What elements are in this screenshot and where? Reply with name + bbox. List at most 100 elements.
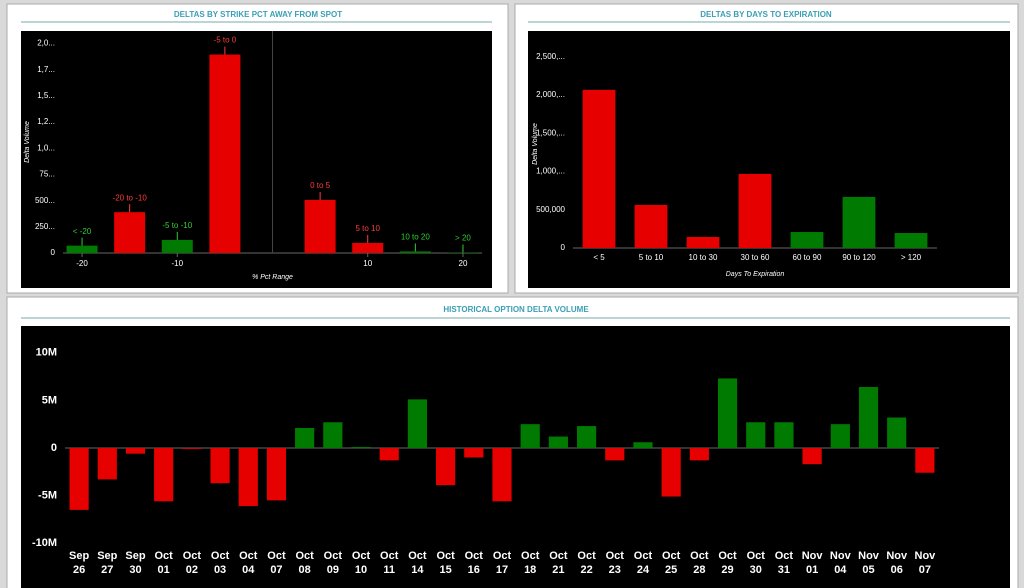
bar-label: -20 to -10 — [113, 193, 148, 202]
x-axis-title: % Pct Range — [252, 274, 293, 281]
bar — [464, 447, 484, 458]
y-tick-label: -5M — [38, 490, 57, 502]
x-tick-label: Nov 01 — [801, 550, 823, 576]
x-tick-label: 20 — [459, 259, 468, 268]
bar — [887, 417, 907, 448]
bar — [295, 427, 315, 448]
x-tick-label: 30 to 60 — [741, 253, 770, 262]
bar-label: -5 to 0 — [214, 36, 237, 45]
x-tick-label: Oct 08 — [295, 550, 314, 576]
bar — [304, 199, 336, 253]
y-tick-label: 0 — [51, 442, 57, 454]
bar — [746, 422, 766, 448]
x-tick-label: Oct 22 — [577, 550, 596, 576]
x-axis-title: Days To Expiration — [726, 271, 785, 278]
x-tick-label: Nov 06 — [886, 550, 908, 576]
y-tick-label: 250... — [35, 222, 55, 231]
x-tick-label: 10 to 30 — [689, 253, 718, 262]
x-tick-label: Nov 05 — [858, 550, 879, 576]
y-tick-label: 5M — [42, 394, 57, 406]
bar-label: < -20 — [73, 227, 92, 236]
y-axis-title: Delta Volume — [24, 121, 31, 163]
y-tick-label: 10M — [36, 347, 57, 359]
x-tick-label: Oct 03 — [210, 550, 230, 576]
bar — [125, 447, 146, 454]
bar-label: 5 to 10 — [355, 224, 380, 233]
bar — [114, 212, 146, 253]
y-axis-title: Delta Volume — [532, 123, 539, 165]
bar — [689, 447, 709, 461]
y-tick-label: 1,500,... — [536, 128, 565, 137]
x-tick-label: Sep 30 — [125, 550, 146, 576]
y-tick-label: 1,000,... — [536, 167, 565, 176]
x-tick-label: 60 to 90 — [793, 253, 822, 262]
x-tick-label: Sep 26 — [69, 550, 90, 576]
x-tick-label: Oct 10 — [351, 550, 371, 576]
x-tick-label: Oct 21 — [549, 550, 568, 576]
y-tick-label: 0 — [51, 248, 56, 257]
panel-title: DELTAS BY DAYS TO EXPIRATION — [700, 10, 832, 19]
y-tick-label: 2,000,... — [536, 90, 565, 99]
plot-area — [21, 326, 1010, 588]
x-tick-label: Oct 25 — [661, 550, 681, 576]
bar — [548, 436, 568, 448]
bar — [266, 447, 287, 501]
x-tick-label: Oct 31 — [774, 550, 794, 576]
x-tick-label: 5 to 10 — [639, 253, 664, 262]
bar — [802, 447, 822, 465]
x-tick-label: Oct 16 — [464, 550, 483, 576]
y-tick-label: 2,500,... — [536, 52, 565, 61]
panel-title: DELTAS BY STRIKE PCT AWAY FROM SPOT — [174, 10, 342, 19]
x-tick-label: Oct 30 — [746, 550, 765, 576]
x-tick-label: Oct 29 — [718, 550, 737, 576]
bar — [436, 447, 456, 486]
x-tick-label: Oct 04 — [239, 550, 258, 576]
y-tick-label: 500,000 — [536, 205, 565, 214]
bar — [915, 447, 935, 473]
bar — [582, 89, 616, 248]
bar — [69, 447, 89, 510]
x-tick-label: Oct 01 — [154, 550, 173, 576]
bar — [209, 54, 241, 253]
x-tick-label: 90 to 120 — [842, 253, 876, 262]
x-tick-label: < 5 — [593, 253, 605, 262]
x-tick-label: Oct 23 — [605, 550, 624, 576]
bar — [97, 447, 117, 480]
bar — [379, 447, 399, 461]
bar — [774, 422, 794, 448]
x-tick-label: Oct 02 — [182, 550, 202, 576]
y-tick-label: -10M — [32, 537, 57, 549]
x-tick-label: -20 — [76, 259, 88, 268]
x-tick-label: Oct 07 — [267, 550, 286, 576]
bar — [661, 447, 681, 497]
y-tick-label: 1,5... — [37, 91, 55, 100]
bar-label: 10 to 20 — [401, 233, 430, 242]
bar — [447, 252, 479, 253]
y-tick-label: 2,0... — [37, 39, 55, 48]
bar — [634, 204, 668, 248]
bar — [717, 378, 738, 448]
plot-area — [21, 31, 492, 288]
bar — [520, 424, 540, 448]
x-tick-label: -10 — [171, 259, 183, 268]
bar — [894, 233, 928, 248]
x-tick-label: Oct 17 — [492, 550, 512, 576]
bar — [738, 173, 772, 248]
bar — [830, 424, 850, 448]
y-tick-label: 1,7... — [37, 65, 55, 74]
bar — [407, 399, 428, 448]
bar — [492, 447, 512, 502]
y-tick-label: 1,0... — [37, 143, 55, 152]
bar — [399, 251, 431, 253]
bar — [182, 447, 202, 449]
x-tick-label: Oct 11 — [380, 550, 399, 576]
bar — [351, 447, 371, 448]
bar — [352, 242, 384, 253]
bar — [790, 232, 824, 248]
x-tick-label: Sep 27 — [97, 550, 118, 576]
x-tick-label: 10 — [363, 259, 372, 268]
x-tick-label: Nov 07 — [914, 550, 936, 576]
bar — [842, 196, 876, 248]
y-tick-label: 1,2... — [37, 117, 55, 126]
